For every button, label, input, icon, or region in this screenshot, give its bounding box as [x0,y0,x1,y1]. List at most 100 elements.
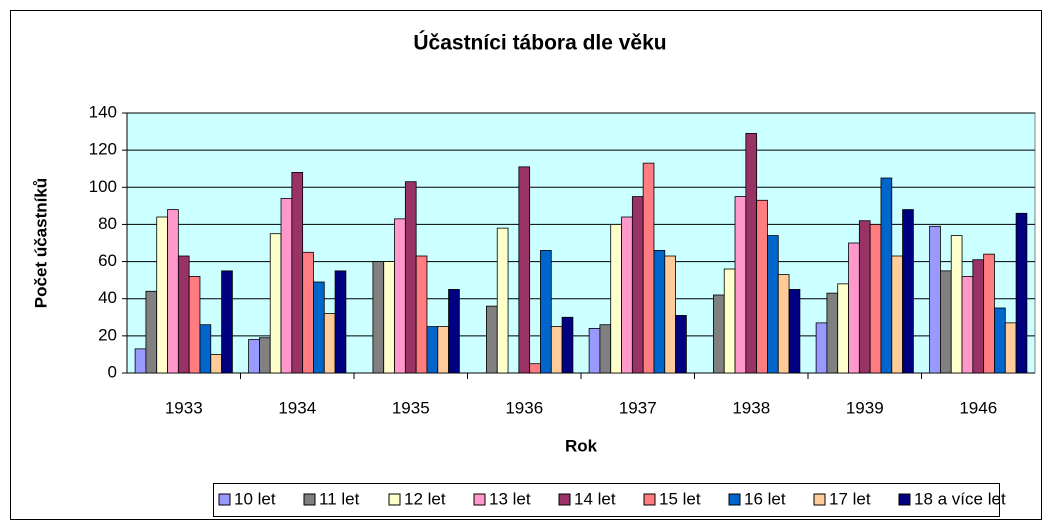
bar [610,224,622,374]
bar [631,196,644,374]
legend-swatch [303,493,316,506]
bar [994,307,1006,374]
bar [448,289,460,374]
bar [777,274,790,374]
bar [642,162,655,374]
bar [653,250,666,374]
x-tick-label: 1936 [505,398,543,417]
legend-swatch [558,493,571,506]
y-tick-label: 40 [98,288,117,307]
x-tick-label: 1934 [278,398,316,417]
legend-box [213,483,1000,517]
bar [561,316,574,374]
bar [313,281,325,374]
bar [540,250,552,374]
bar [529,363,541,374]
bar [664,255,676,374]
chart-title: Účastníci tábora dle věku [413,31,666,55]
bar [372,261,385,374]
legend-label: 10 let [234,489,276,508]
bar [156,216,168,374]
bar [145,290,158,374]
bar [599,324,612,374]
y-tick-label: 140 [89,102,117,121]
bar [983,253,995,374]
x-axis-label: Rok [565,436,598,455]
bar [858,220,871,374]
x-tick-label: 1937 [619,398,657,417]
bar [496,227,509,374]
x-tick-label: 1939 [846,398,884,417]
bar [177,255,190,374]
bar [323,313,336,374]
bar [588,328,601,374]
y-axis-label: Počet účastníků [31,178,50,308]
bar [415,255,428,374]
legend-label: 15 let [659,489,701,508]
y-tick-label: 60 [98,251,117,270]
y-tick-label: 100 [89,177,117,196]
bar [848,242,860,374]
legend-label: 13 let [489,489,531,508]
bar [767,235,779,374]
legend-label: 16 let [744,489,786,508]
bar [280,198,293,374]
bar [134,348,147,374]
bar [437,326,449,374]
legend-swatch [898,493,911,506]
bar [383,261,395,374]
bar [891,255,903,374]
legend-swatch [218,493,231,506]
bar [950,235,963,374]
bar [902,209,914,374]
x-tick-label: 1935 [392,398,430,417]
bar [940,270,952,374]
bar [734,196,747,374]
bar [404,181,417,374]
legend-label: 11 let [319,489,360,508]
legend-label: 14 let [574,489,616,508]
bar [1004,322,1017,374]
bar [713,294,725,374]
legend-label: 17 let [829,489,871,508]
y-tick-label: 0 [108,362,117,381]
bar [259,337,271,374]
bar [621,216,633,374]
bar [210,354,222,374]
legend-swatch [813,493,826,506]
bar [188,276,201,374]
bar [972,259,985,374]
bar [961,276,974,374]
x-tick-label: 1946 [959,398,997,417]
bar [550,326,563,374]
bar [788,289,801,374]
bar [248,339,260,374]
bar [518,166,531,374]
bar [334,270,347,374]
y-tick-label: 20 [98,325,117,344]
bar [880,177,893,374]
bar [1015,212,1028,374]
bar [426,326,439,374]
bar [199,324,212,374]
bar [675,315,687,374]
bar [221,270,233,374]
bar [302,251,314,374]
x-tick-label: 1938 [732,398,770,417]
bar [815,322,828,374]
bar [167,209,179,374]
legend-swatch [728,493,741,506]
legend-label: 12 let [404,489,446,508]
bar [723,268,736,374]
y-tick-label: 120 [89,140,117,159]
bar [826,292,839,374]
legend-label: 18 a více let [914,489,1006,508]
bar [869,224,882,374]
bar [837,283,849,374]
bar [394,218,406,374]
bar [756,199,768,374]
legend-swatch [388,493,401,506]
bar [486,305,498,374]
legend-swatch [473,493,486,506]
